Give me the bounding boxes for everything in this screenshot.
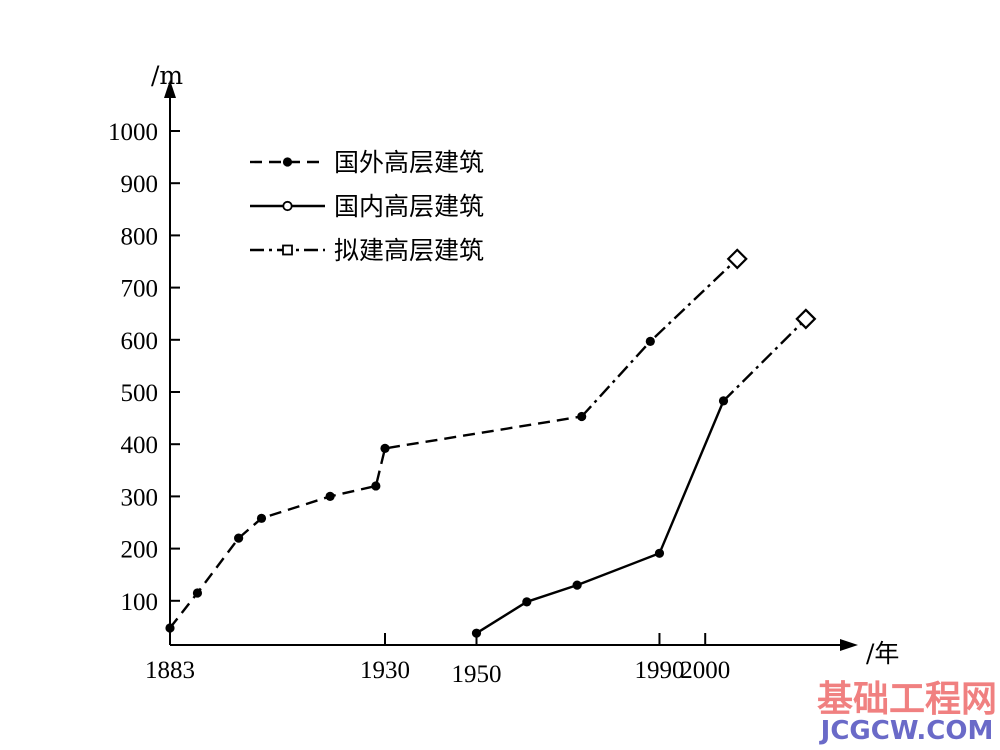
y-tick-label: 900 bbox=[121, 171, 159, 198]
y-tick-label: 100 bbox=[121, 589, 159, 616]
legend-marker bbox=[282, 200, 293, 212]
y-tick-label: 300 bbox=[121, 484, 159, 511]
legend-marker bbox=[282, 157, 293, 167]
data-point bbox=[234, 533, 244, 543]
data-point bbox=[572, 580, 582, 590]
data-point bbox=[192, 588, 203, 598]
tick-labels: 100 200 300 400 500 600 700 800 900 1000 1883 1930 1… bbox=[108, 61, 899, 688]
data-point bbox=[645, 336, 655, 346]
diamond-marker bbox=[726, 248, 748, 270]
y-axis-unit: /m bbox=[151, 61, 183, 90]
x-axis-arrow bbox=[840, 639, 858, 651]
diamond-marker bbox=[795, 308, 817, 330]
y-tick-label: 800 bbox=[121, 223, 159, 250]
x-tick-label: 2000 bbox=[680, 657, 730, 684]
data-point bbox=[371, 481, 381, 491]
series-line bbox=[169, 415, 582, 629]
y-tick-label: 500 bbox=[121, 380, 159, 407]
data-point bbox=[380, 443, 390, 453]
axes bbox=[164, 80, 858, 651]
x-tick-label: 1883 bbox=[145, 657, 195, 684]
data-point bbox=[256, 513, 267, 523]
data-point bbox=[471, 628, 482, 638]
series-line bbox=[722, 318, 807, 402]
series-line bbox=[475, 400, 725, 635]
legend-item: 国外高层建筑 bbox=[250, 148, 484, 177]
y-tick-label: 1000 bbox=[108, 119, 158, 146]
watermark-text-cn: 基础工程网 bbox=[817, 679, 997, 720]
data-point bbox=[654, 548, 665, 558]
x-axis-unit: /年 bbox=[866, 639, 899, 668]
legend-marker bbox=[282, 244, 293, 256]
legend-item: 拟建高层建筑 bbox=[250, 236, 484, 265]
y-tick-label: 200 bbox=[121, 537, 159, 564]
data-point bbox=[325, 491, 335, 501]
legend-label: 拟建高层建筑 bbox=[334, 236, 484, 265]
legend-label: 国内高层建筑 bbox=[334, 192, 484, 221]
y-tick-label: 700 bbox=[121, 276, 159, 303]
data-point bbox=[522, 597, 532, 607]
data-point bbox=[165, 623, 175, 633]
legend-label: 国外高层建筑 bbox=[334, 148, 484, 177]
series-line bbox=[580, 258, 739, 418]
y-axis-arrow bbox=[164, 80, 176, 98]
x-tick-label: 1930 bbox=[360, 657, 410, 684]
y-tick-label: 400 bbox=[121, 432, 159, 459]
y-tick-label: 600 bbox=[121, 328, 159, 355]
legend-item: 国内高层建筑 bbox=[250, 192, 484, 221]
x-tick-label: 1990 bbox=[634, 657, 684, 684]
series-layer bbox=[165, 248, 817, 638]
data-point bbox=[577, 411, 587, 422]
watermark-text-en: JCGCW.COM bbox=[819, 716, 994, 746]
x-tick-label: 1950 bbox=[451, 661, 501, 688]
data-point bbox=[718, 396, 729, 406]
